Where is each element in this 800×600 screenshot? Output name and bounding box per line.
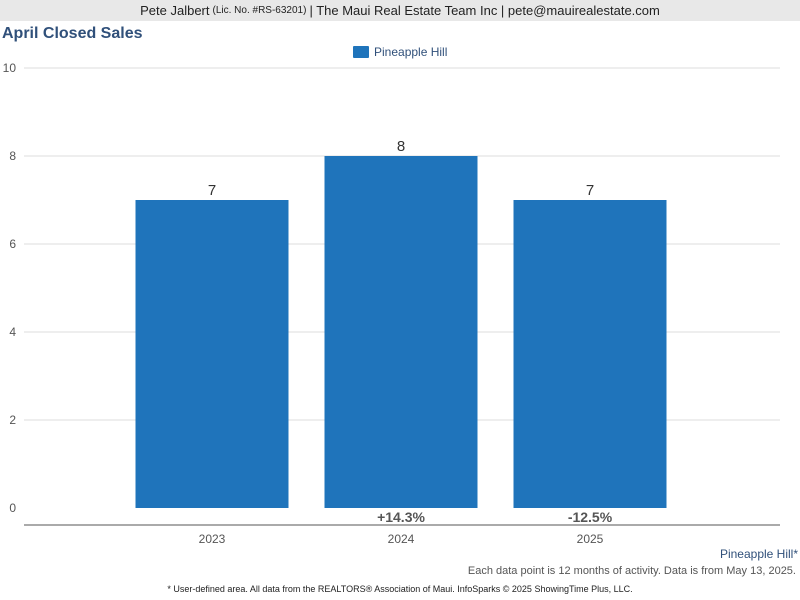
y-tick-label: 2 xyxy=(9,413,16,427)
x-tick-label: 2023 xyxy=(199,532,226,546)
footer-disclaimer: * User-defined area. All data from the R… xyxy=(167,584,633,594)
x-tick-label: 2024 xyxy=(388,532,415,546)
x-tick-label: 2025 xyxy=(577,532,604,546)
bar-value-label: 7 xyxy=(208,182,216,199)
company-info: | The Maui Real Estate Team Inc | pete@m… xyxy=(309,3,660,18)
bar xyxy=(135,200,289,508)
bar xyxy=(513,200,667,508)
agent-name: Pete Jalbert xyxy=(140,3,210,18)
y-tick-label: 10 xyxy=(3,61,17,75)
y-tick-label: 4 xyxy=(9,325,16,339)
area-tag: Pineapple Hill* xyxy=(719,547,798,561)
data-note: Each data point is 12 months of activity… xyxy=(467,565,796,577)
bar-value-label: 8 xyxy=(397,138,405,155)
license-number: (Lic. No. #RS-63201) xyxy=(212,5,307,16)
bar-value-label: 7 xyxy=(586,182,594,199)
legend-swatch xyxy=(353,46,369,58)
percent-change-label: +14.3% xyxy=(377,509,425,525)
chart-title: April Closed Sales xyxy=(2,25,143,42)
bar xyxy=(324,156,478,508)
header-bar: Pete Jalbert (Lic. No. #RS-63201) | The … xyxy=(0,0,800,21)
y-tick-label: 0 xyxy=(9,501,16,515)
percent-change-label: -12.5% xyxy=(568,509,613,525)
legend-label: Pineapple Hill xyxy=(374,45,448,59)
y-tick-label: 8 xyxy=(9,149,16,163)
chart-legend[interactable]: Pineapple Hill xyxy=(353,45,447,59)
y-tick-label: 6 xyxy=(9,237,16,251)
